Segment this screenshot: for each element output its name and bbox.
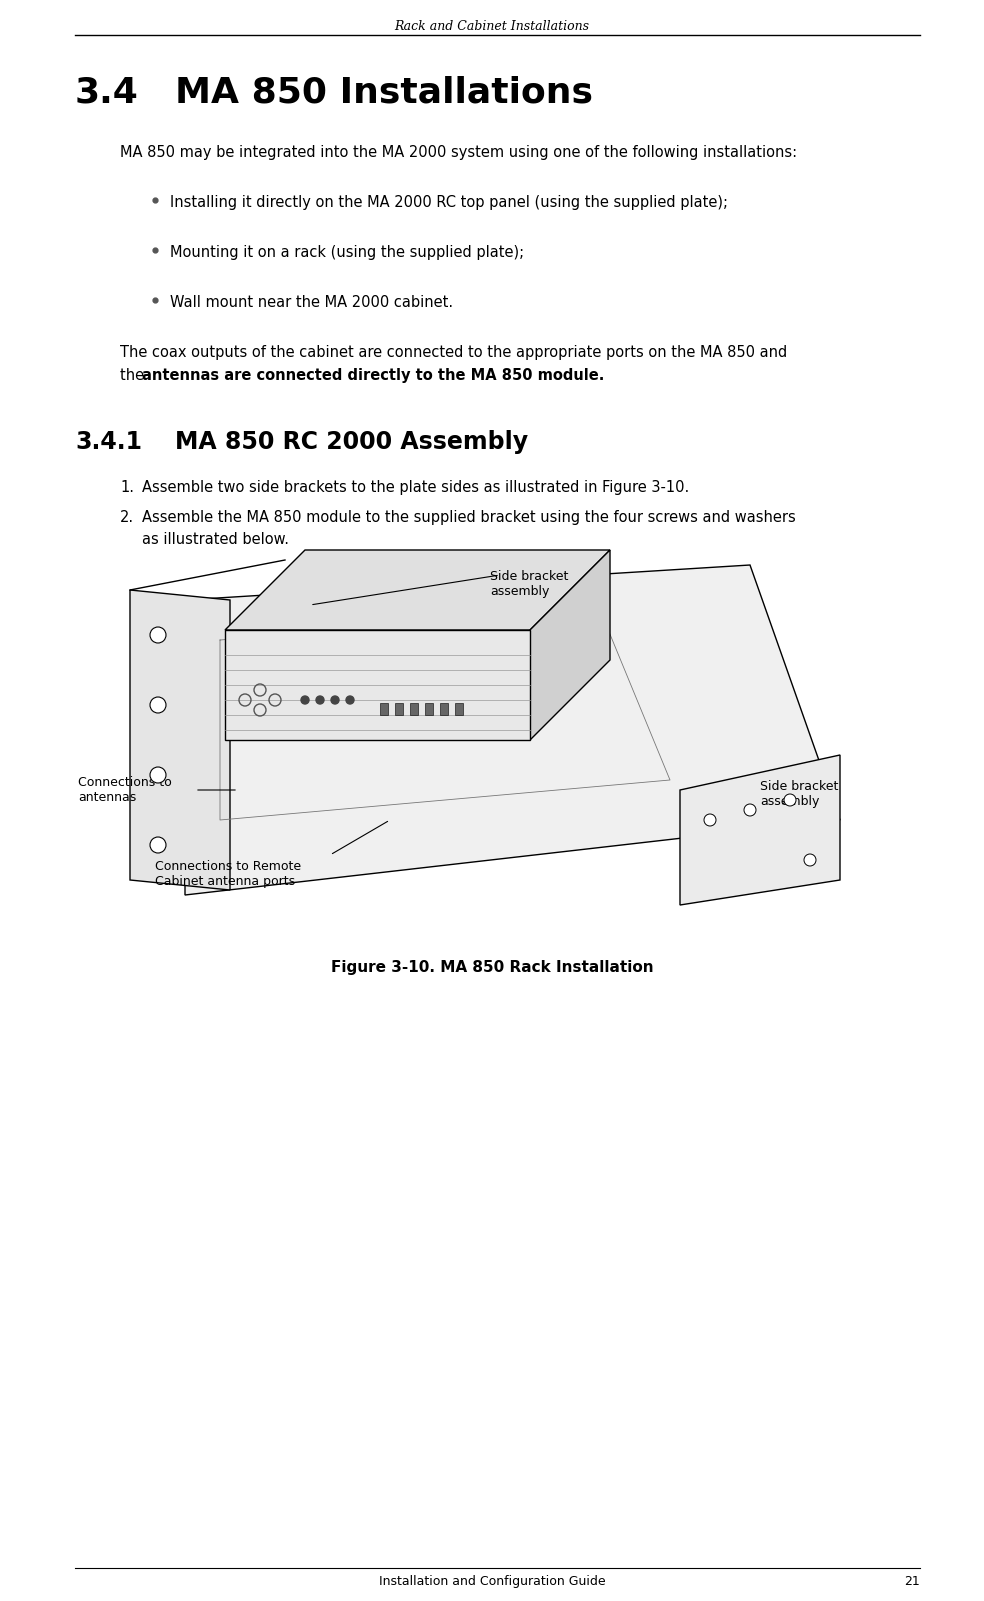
Polygon shape xyxy=(185,565,840,895)
Text: The coax outputs of the cabinet are connected to the appropriate ports on the MA: The coax outputs of the cabinet are conn… xyxy=(120,344,787,360)
Circle shape xyxy=(804,853,816,866)
Text: the: the xyxy=(120,368,149,383)
Text: MA 850 may be integrated into the MA 2000 system using one of the following inst: MA 850 may be integrated into the MA 200… xyxy=(120,146,797,160)
Bar xyxy=(455,703,463,716)
Polygon shape xyxy=(530,551,610,740)
Text: Wall mount near the MA 2000 cabinet.: Wall mount near the MA 2000 cabinet. xyxy=(170,295,453,311)
Circle shape xyxy=(346,696,354,704)
Text: Installation and Configuration Guide: Installation and Configuration Guide xyxy=(379,1575,605,1588)
Text: Assemble the MA 850 module to the supplied bracket using the four screws and was: Assemble the MA 850 module to the suppli… xyxy=(142,511,796,525)
Text: Figure 3-10. MA 850 Rack Installation: Figure 3-10. MA 850 Rack Installation xyxy=(331,961,653,975)
Text: 21: 21 xyxy=(904,1575,920,1588)
Circle shape xyxy=(150,837,166,853)
Text: antennas are connected directly to the MA 850 module.: antennas are connected directly to the M… xyxy=(142,368,604,383)
Polygon shape xyxy=(680,756,840,905)
Circle shape xyxy=(744,804,756,817)
Text: 3.4.1: 3.4.1 xyxy=(75,431,142,455)
Circle shape xyxy=(316,696,324,704)
Text: as illustrated below.: as illustrated below. xyxy=(142,532,289,548)
Circle shape xyxy=(150,628,166,644)
Circle shape xyxy=(150,696,166,712)
Text: 1.: 1. xyxy=(120,480,134,495)
Text: Installing it directly on the MA 2000 RC top panel (using the supplied plate);: Installing it directly on the MA 2000 RC… xyxy=(170,195,728,210)
Polygon shape xyxy=(130,591,230,890)
Polygon shape xyxy=(225,551,610,631)
Polygon shape xyxy=(225,631,530,740)
Bar xyxy=(380,703,388,716)
Bar xyxy=(440,703,448,716)
Text: MA 850 Installations: MA 850 Installations xyxy=(175,75,593,109)
Circle shape xyxy=(301,696,309,704)
Text: Assemble two side brackets to the plate sides as illustrated in Figure 3-10.: Assemble two side brackets to the plate … xyxy=(142,480,689,495)
Bar xyxy=(425,703,433,716)
Text: MA 850 RC 2000 Assembly: MA 850 RC 2000 Assembly xyxy=(175,431,528,455)
Bar xyxy=(395,703,403,716)
Circle shape xyxy=(331,696,339,704)
Text: Side bracket
assembly: Side bracket assembly xyxy=(760,780,838,809)
Text: 3.4: 3.4 xyxy=(75,75,139,109)
Text: Rack and Cabinet Installations: Rack and Cabinet Installations xyxy=(395,19,589,34)
Text: Mounting it on a rack (using the supplied plate);: Mounting it on a rack (using the supplie… xyxy=(170,245,524,259)
Circle shape xyxy=(150,767,166,783)
Circle shape xyxy=(784,794,796,805)
Text: Connections to Remote
Cabinet antenna ports: Connections to Remote Cabinet antenna po… xyxy=(155,860,301,889)
Circle shape xyxy=(704,813,716,826)
Bar xyxy=(410,703,418,716)
Text: 2.: 2. xyxy=(120,511,134,525)
Text: Connections to
antennas: Connections to antennas xyxy=(78,776,172,804)
Text: Side bracket
assembly: Side bracket assembly xyxy=(490,570,569,599)
